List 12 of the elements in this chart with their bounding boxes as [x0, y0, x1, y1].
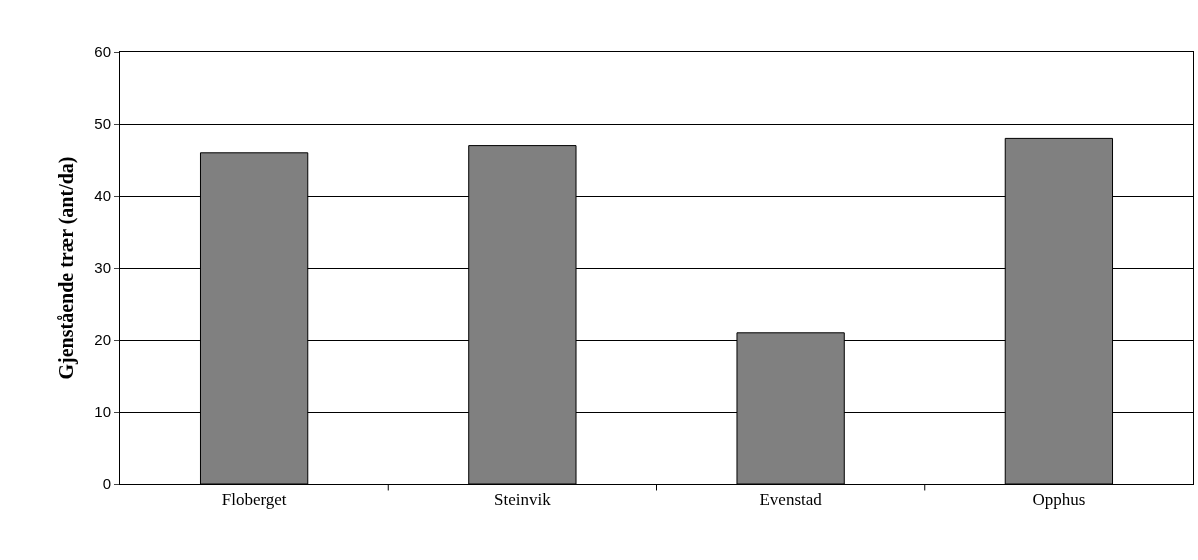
y-tick-label: 0 — [102, 475, 111, 493]
x-tick-label: Steinvik — [494, 490, 552, 510]
y-tick-label: 20 — [94, 331, 111, 349]
y-tick-label: 50 — [94, 115, 111, 133]
x-tick-label: Opphus — [1032, 490, 1086, 510]
y-tick-label: 30 — [94, 259, 111, 277]
x-tick-label: Evenstad — [759, 490, 823, 510]
y-tick-label: 60 — [94, 43, 111, 61]
y-tick-label: 40 — [94, 187, 111, 205]
y-tick-label: 10 — [94, 403, 111, 421]
y-axis-title: Gjenstående trær (ant/da) — [54, 156, 78, 380]
x-tick-label: Floberget — [221, 490, 287, 510]
